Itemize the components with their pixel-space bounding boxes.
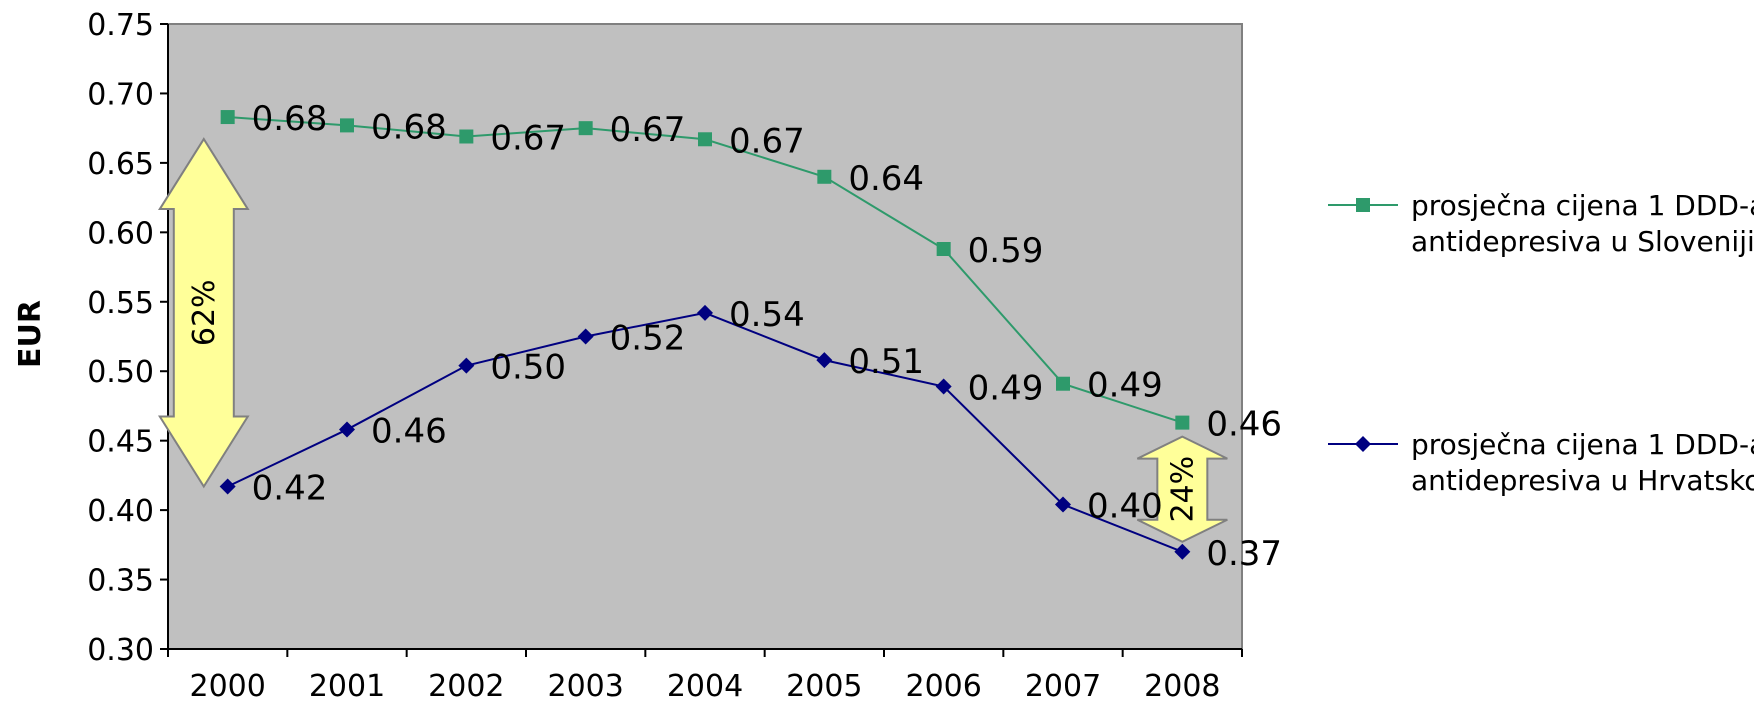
plot-area: [167, 23, 1243, 650]
data-label-1-1: 0.46: [371, 412, 447, 452]
x-tick-label: 2001: [309, 669, 385, 704]
y-tick-label: 0.55: [87, 286, 154, 321]
data-label-0-7: 0.49: [1087, 366, 1163, 406]
series-1-point-3: [577, 328, 594, 345]
double-arrow-1: [1136, 435, 1228, 543]
series-0-point-4: [698, 132, 712, 147]
y-tick-label: 0.45: [87, 425, 154, 460]
legend-label-0-1: antidepresiva u Sloveniji: [1411, 225, 1754, 258]
series-1-point-7: [1055, 496, 1071, 513]
x-tick-label: 2000: [189, 669, 265, 704]
y-axis-title: EUR: [13, 300, 48, 368]
data-label-1-4: 0.54: [729, 295, 805, 335]
x-tick-label: 2004: [667, 669, 743, 704]
legend-marker-0: [1356, 198, 1370, 212]
series-0-point-1: [340, 118, 354, 133]
x-tick-label: 2003: [547, 669, 623, 704]
series-0-point-7: [1056, 376, 1070, 391]
axes: 0.30 0.35 0.40 0.45 0.50 0.55 0.60 0.65 0.70 0.75…: [87, 8, 1243, 704]
data-label-1-6: 0.49: [968, 369, 1044, 409]
double-arrow-0: [157, 137, 250, 489]
legend-label-1-1: antidepresiva u Hrvatskoj: [1411, 464, 1754, 497]
x-tick-label: 2007: [1025, 669, 1101, 704]
y-tick-label: 0.70: [87, 77, 154, 112]
data-labels: 0.68 0.68 0.67 0.67 0.67 0.64 0.59 0.49 0.46 0.42…: [252, 99, 1282, 574]
arrow-label-0: 62%: [187, 279, 222, 346]
series-1-point-0: [219, 478, 236, 495]
data-label-1-2: 0.50: [490, 348, 566, 388]
x-tick-label: 2006: [905, 669, 981, 704]
y-tick-label: 0.75: [87, 8, 154, 43]
y-tick-label: 0.40: [87, 494, 154, 529]
data-label-0-1: 0.68: [371, 107, 447, 147]
x-tick-label: 2002: [428, 669, 504, 704]
data-label-1-8: 0.37: [1206, 534, 1282, 574]
y-tick-label: 0.50: [87, 355, 154, 390]
x-tick-label: 2005: [786, 669, 862, 704]
series-0-point-6: [936, 242, 951, 256]
series-1-point-4: [697, 304, 713, 321]
legend-marker-1: [1355, 436, 1371, 452]
legend-label-1-0: prosječna cijena 1 DDD-a: [1411, 428, 1754, 461]
series-0-point-0: [220, 110, 235, 125]
series-0-point-3: [578, 121, 593, 136]
series-1-point-1: [339, 421, 355, 438]
series-layer: [219, 110, 1191, 560]
y-tick-label: 0.60: [87, 216, 154, 251]
series-1-point-2: [458, 357, 475, 374]
y-tick-label: 0.65: [87, 147, 154, 182]
series-0-point-2: [459, 129, 474, 144]
annotations: 62% 24%: [157, 137, 1228, 543]
series-1-point-5: [816, 352, 833, 369]
data-label-0-4: 0.67: [729, 121, 805, 161]
series-0-point-5: [817, 169, 832, 184]
arrow-label-1: 24%: [1165, 456, 1200, 523]
data-label-0-8: 0.46: [1206, 405, 1282, 445]
legend-label-0-0: prosječna cijena 1 DDD-a: [1411, 189, 1754, 222]
data-label-0-6: 0.59: [968, 231, 1044, 271]
x-tick-label: 2008: [1144, 669, 1220, 704]
data-label-1-5: 0.51: [848, 342, 924, 382]
series-1-point-6: [935, 378, 952, 395]
data-label-0-5: 0.64: [848, 159, 924, 199]
series-0-point-8: [1175, 415, 1190, 430]
data-label-1-7: 0.40: [1087, 487, 1163, 527]
series-1-point-8: [1174, 543, 1191, 560]
data-label-0-0: 0.68: [252, 99, 328, 139]
data-label-1-3: 0.52: [610, 319, 686, 359]
data-label-0-3: 0.67: [610, 110, 686, 150]
data-label-0-2: 0.67: [490, 119, 566, 159]
y-tick-label: 0.30: [87, 633, 154, 668]
data-label-1-0: 0.42: [252, 469, 328, 509]
y-tick-label: 0.35: [87, 564, 154, 599]
